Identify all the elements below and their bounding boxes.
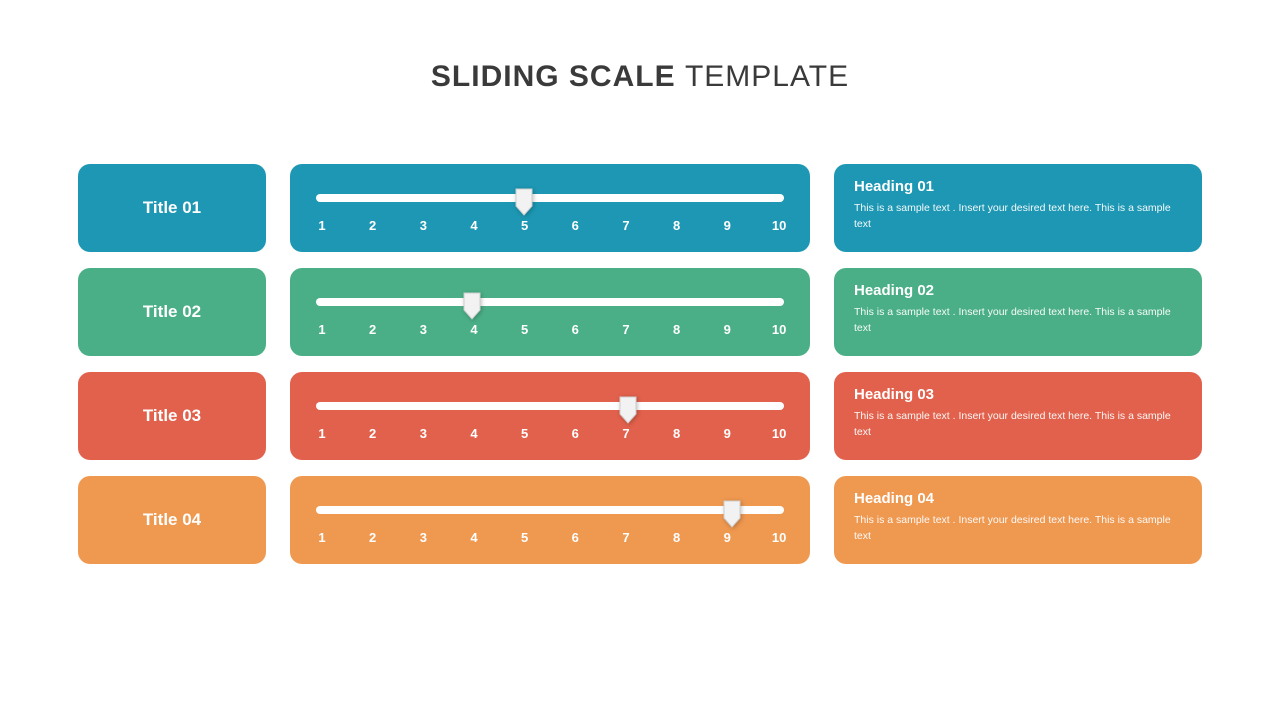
title-label: Title 03	[143, 406, 201, 426]
scale-ticks: 1 2 3 4 5 6 7 8 9 10	[316, 426, 784, 441]
slider-thumb[interactable]	[515, 188, 533, 216]
scale-tick: 7	[620, 322, 632, 337]
scale-tick: 9	[721, 530, 733, 545]
scale-tick: 9	[721, 426, 733, 441]
slider-thumb[interactable]	[619, 396, 637, 424]
description-body: This is a sample text . Insert your desi…	[854, 305, 1182, 337]
title-label: Title 02	[143, 302, 201, 322]
slider-thumb[interactable]	[463, 292, 481, 320]
scale-tick: 4	[468, 426, 480, 441]
scale-card[interactable]: 1 2 3 4 5 6 7 8 9 10	[290, 476, 810, 564]
scale-tick: 10	[772, 322, 784, 337]
description-heading: Heading 03	[854, 386, 1182, 403]
scale-tick: 7	[620, 426, 632, 441]
title-card: Title 02	[78, 268, 266, 356]
scale-tick: 6	[569, 218, 581, 233]
description-body: This is a sample text . Insert your desi…	[854, 513, 1182, 545]
description-card: Heading 04 This is a sample text . Insert…	[834, 476, 1202, 564]
scale-tick: 4	[468, 530, 480, 545]
scale-tick: 3	[417, 322, 429, 337]
slider-row: Title 02 1 2 3 4 5 6 7 8 9 10 Heading 02 This is a s…	[78, 268, 1202, 356]
scale-ticks: 1 2 3 4 5 6 7 8 9 10	[316, 218, 784, 233]
scale-tick: 5	[519, 530, 531, 545]
slider-track[interactable]	[316, 402, 784, 410]
scale-tick: 4	[468, 218, 480, 233]
slider-track[interactable]	[316, 506, 784, 514]
title-card: Title 01	[78, 164, 266, 252]
slider-row: Title 03 1 2 3 4 5 6 7 8 9 10 Heading 03 This is a s…	[78, 372, 1202, 460]
slider-row: Title 01 1 2 3 4 5 6 7 8 9 10 Heading 01 This is a s…	[78, 164, 1202, 252]
slider-thumb[interactable]	[723, 500, 741, 528]
description-body: This is a sample text . Insert your desi…	[854, 409, 1182, 441]
scale-tick: 1	[316, 530, 328, 545]
scale-tick: 2	[367, 322, 379, 337]
scale-tick: 3	[417, 218, 429, 233]
scale-tick: 6	[569, 322, 581, 337]
description-card: Heading 02 This is a sample text . Insert…	[834, 268, 1202, 356]
scale-tick: 4	[468, 322, 480, 337]
scale-tick: 5	[519, 218, 531, 233]
description-heading: Heading 04	[854, 490, 1182, 507]
description-heading: Heading 02	[854, 282, 1182, 299]
scale-tick: 8	[671, 530, 683, 545]
scale-card[interactable]: 1 2 3 4 5 6 7 8 9 10	[290, 268, 810, 356]
page-title-bold: SLIDING SCALE	[431, 60, 676, 93]
scale-tick: 5	[519, 426, 531, 441]
scale-tick: 8	[671, 322, 683, 337]
description-card: Heading 01 This is a sample text . Insert…	[834, 164, 1202, 252]
scale-tick: 6	[569, 530, 581, 545]
scale-tick: 7	[620, 218, 632, 233]
scale-card[interactable]: 1 2 3 4 5 6 7 8 9 10	[290, 372, 810, 460]
scale-tick: 3	[417, 426, 429, 441]
title-label: Title 01	[143, 198, 201, 218]
scale-tick: 6	[569, 426, 581, 441]
slider-row: Title 04 1 2 3 4 5 6 7 8 9 10 Heading 04 This is a s…	[78, 476, 1202, 564]
scale-tick: 10	[772, 530, 784, 545]
scale-tick: 2	[367, 426, 379, 441]
scale-tick: 1	[316, 426, 328, 441]
description-heading: Heading 01	[854, 178, 1182, 195]
scale-tick: 9	[721, 218, 733, 233]
slider-track[interactable]	[316, 194, 784, 202]
scale-tick: 7	[620, 530, 632, 545]
slider-rows: Title 01 1 2 3 4 5 6 7 8 9 10 Heading 01 This is a s…	[0, 164, 1280, 564]
scale-card[interactable]: 1 2 3 4 5 6 7 8 9 10	[290, 164, 810, 252]
scale-tick: 1	[316, 322, 328, 337]
title-card: Title 04	[78, 476, 266, 564]
page-title: SLIDING SCALE TEMPLATE	[0, 0, 1280, 164]
description-card: Heading 03 This is a sample text . Insert…	[834, 372, 1202, 460]
scale-tick: 3	[417, 530, 429, 545]
scale-ticks: 1 2 3 4 5 6 7 8 9 10	[316, 322, 784, 337]
scale-tick: 2	[367, 530, 379, 545]
scale-tick: 8	[671, 426, 683, 441]
scale-tick: 2	[367, 218, 379, 233]
scale-tick: 10	[772, 218, 784, 233]
scale-tick: 8	[671, 218, 683, 233]
slider-track[interactable]	[316, 298, 784, 306]
scale-tick: 10	[772, 426, 784, 441]
title-card: Title 03	[78, 372, 266, 460]
scale-tick: 9	[721, 322, 733, 337]
scale-tick: 1	[316, 218, 328, 233]
title-label: Title 04	[143, 510, 201, 530]
scale-tick: 5	[519, 322, 531, 337]
page-title-light: TEMPLATE	[685, 60, 849, 93]
description-body: This is a sample text . Insert your desi…	[854, 201, 1182, 233]
scale-ticks: 1 2 3 4 5 6 7 8 9 10	[316, 530, 784, 545]
